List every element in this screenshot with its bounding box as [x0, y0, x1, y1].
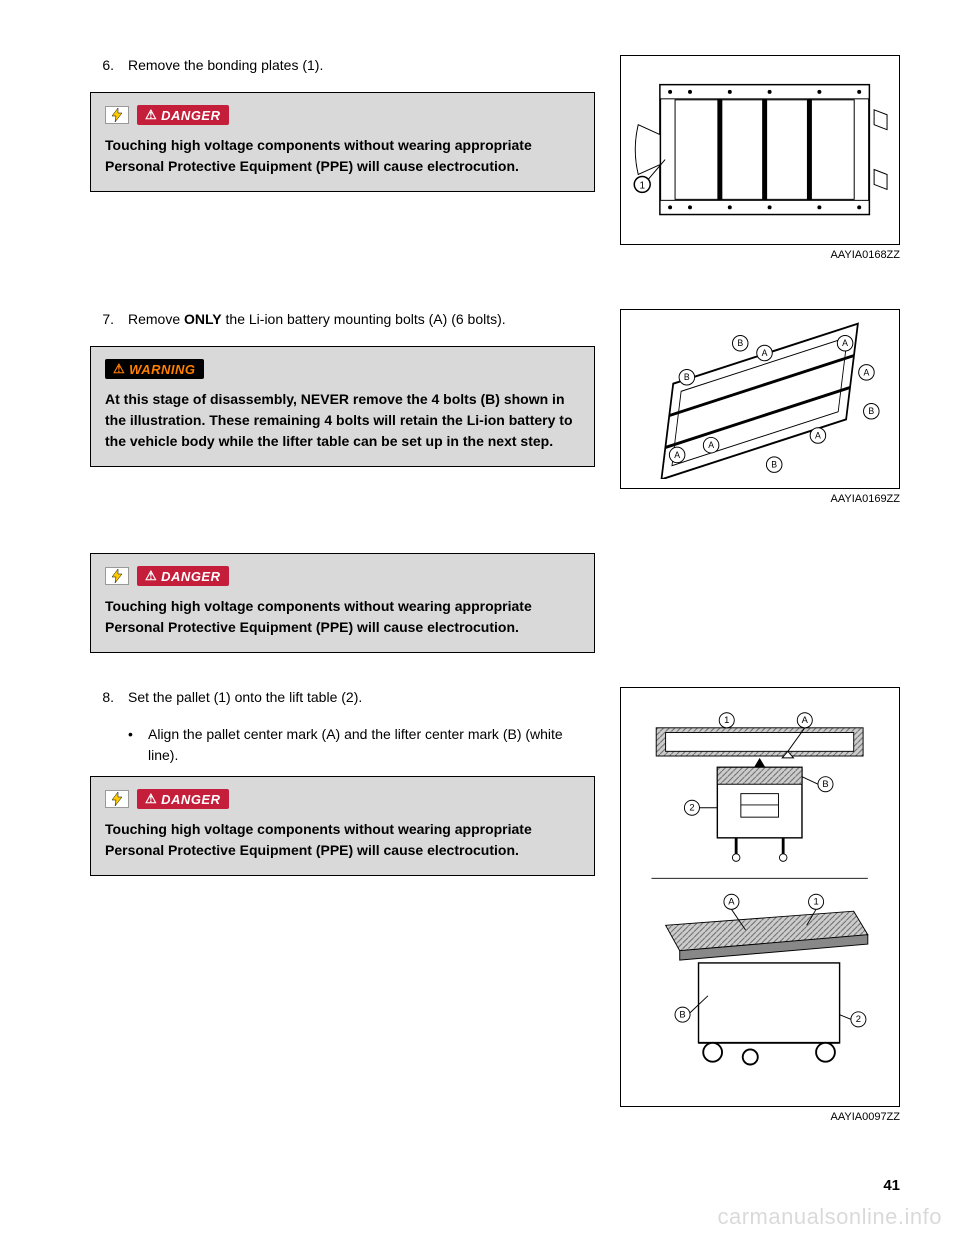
danger-badge: ⚠ DANGER [137, 566, 229, 586]
step-6-text: Remove the bonding plates (1). [128, 55, 595, 76]
danger-2-left: ⚠ DANGER Touching high voltage components… [90, 553, 620, 675]
figure-1-code: AAYIA0168ZZ [620, 249, 900, 261]
svg-text:B: B [738, 338, 744, 348]
svg-text:A: A [802, 714, 809, 725]
figure-3-col: 1 A B 2 [620, 687, 900, 1141]
figure-1: 1 [620, 55, 900, 245]
svg-text:A: A [815, 430, 821, 440]
step-6: 6. Remove the bonding plates (1). [90, 55, 595, 76]
step-7-post: the Li-ion battery mounting bolts (A) (6… [222, 311, 506, 327]
step-7-number: 7. [90, 309, 128, 330]
danger-badge: ⚠ DANGER [137, 789, 229, 809]
warning-triangle-icon: ⚠ [145, 568, 157, 584]
svg-text:1: 1 [724, 714, 729, 725]
page-container: 6. Remove the bonding plates (1). ⚠ DANGE… [0, 0, 960, 1242]
svg-text:A: A [675, 450, 681, 460]
svg-text:2: 2 [690, 801, 695, 812]
svg-text:A: A [709, 440, 715, 450]
figure-2-col: B B A A A B A B A A AAYIA0169ZZ [620, 309, 900, 523]
svg-text:B: B [772, 459, 778, 469]
step-7: 7. Remove ONLY the Li-ion battery mounti… [90, 309, 595, 330]
step-8-text: Set the pallet (1) onto the lift table (… [128, 687, 595, 708]
figure-2-svg: B B A A A B A B A A [629, 319, 890, 479]
svg-text:A: A [843, 338, 849, 348]
danger-badge: ⚠ DANGER [137, 105, 229, 125]
svg-text:1: 1 [814, 896, 819, 907]
danger-callout-1: ⚠ DANGER Touching high voltage components… [90, 92, 595, 192]
page-number: 41 [883, 1177, 900, 1194]
danger-label: DANGER [161, 792, 220, 807]
high-voltage-icon [105, 790, 129, 808]
figure-2-code: AAYIA0169ZZ [620, 493, 900, 505]
warning-label: WARNING [129, 362, 195, 377]
danger-1-header: ⚠ DANGER [105, 105, 580, 125]
step-6-left: 6. Remove the bonding plates (1). ⚠ DANGE… [90, 55, 620, 214]
warning-triangle-icon: ⚠ [145, 791, 157, 807]
svg-text:1: 1 [640, 181, 646, 192]
warning-callout: ⚠ WARNING At this stage of disassembly, N… [90, 346, 595, 467]
warning-triangle-icon: ⚠ [113, 361, 125, 377]
danger-3-text: Touching high voltage components without… [105, 819, 580, 861]
step-7-pre: Remove [128, 311, 184, 327]
step-8: 8. Set the pallet (1) onto the lift tabl… [90, 687, 595, 708]
high-voltage-icon [105, 567, 129, 585]
svg-text:A: A [762, 348, 768, 358]
danger-callout-3: ⚠ DANGER Touching high voltage components… [90, 776, 595, 876]
step-6-number: 6. [90, 55, 128, 76]
step-7-text: Remove ONLY the Li-ion battery mounting … [128, 309, 595, 330]
high-voltage-icon [105, 106, 129, 124]
danger-2-text: Touching high voltage components without… [105, 596, 580, 638]
danger-label: DANGER [161, 108, 220, 123]
step-8-number: 8. [90, 687, 128, 708]
svg-text:B: B [869, 406, 875, 416]
step-6-row: 6. Remove the bonding plates (1). ⚠ DANGE… [90, 55, 900, 279]
svg-text:B: B [823, 778, 829, 789]
step-8-left: 8. Set the pallet (1) onto the lift tabl… [90, 687, 620, 898]
danger-1-text: Touching high voltage components without… [105, 135, 580, 177]
watermark: carmanualsonline.info [717, 1204, 942, 1230]
figure-3-code: AAYIA0097ZZ [620, 1111, 900, 1123]
bullet-dot-icon: • [128, 724, 148, 766]
figure-3: 1 A B 2 [620, 687, 900, 1107]
figure-1-col: 1 AAYIA0168ZZ [620, 55, 900, 279]
warning-text: At this stage of disassembly, NEVER remo… [105, 389, 580, 452]
step-8-bullet-text: Align the pallet center mark (A) and the… [148, 724, 595, 766]
warning-badge: ⚠ WARNING [105, 359, 204, 379]
warning-triangle-icon: ⚠ [145, 107, 157, 123]
danger-2-row: ⚠ DANGER Touching high voltage components… [90, 553, 900, 675]
svg-text:2: 2 [856, 1013, 861, 1024]
svg-text:B: B [680, 1008, 686, 1019]
step-8-bullet: • Align the pallet center mark (A) and t… [128, 724, 595, 766]
danger-label: DANGER [161, 569, 220, 584]
step-7-left: 7. Remove ONLY the Li-ion battery mounti… [90, 309, 620, 489]
figure-2: B B A A A B A B A A [620, 309, 900, 489]
svg-text:B: B [684, 372, 690, 382]
danger-callout-2: ⚠ DANGER Touching high voltage components… [90, 553, 595, 653]
figure-1-svg: 1 [629, 65, 890, 234]
figure-3-svg: 1 A B 2 [629, 709, 890, 1085]
danger-2-header: ⚠ DANGER [105, 566, 580, 586]
step-7-bold: ONLY [184, 311, 222, 327]
danger-3-header: ⚠ DANGER [105, 789, 580, 809]
step-7-row: 7. Remove ONLY the Li-ion battery mounti… [90, 309, 900, 523]
step-8-row: 8. Set the pallet (1) onto the lift tabl… [90, 687, 900, 1141]
warning-header: ⚠ WARNING [105, 359, 580, 379]
svg-text:A: A [864, 367, 870, 377]
svg-text:A: A [729, 896, 736, 907]
